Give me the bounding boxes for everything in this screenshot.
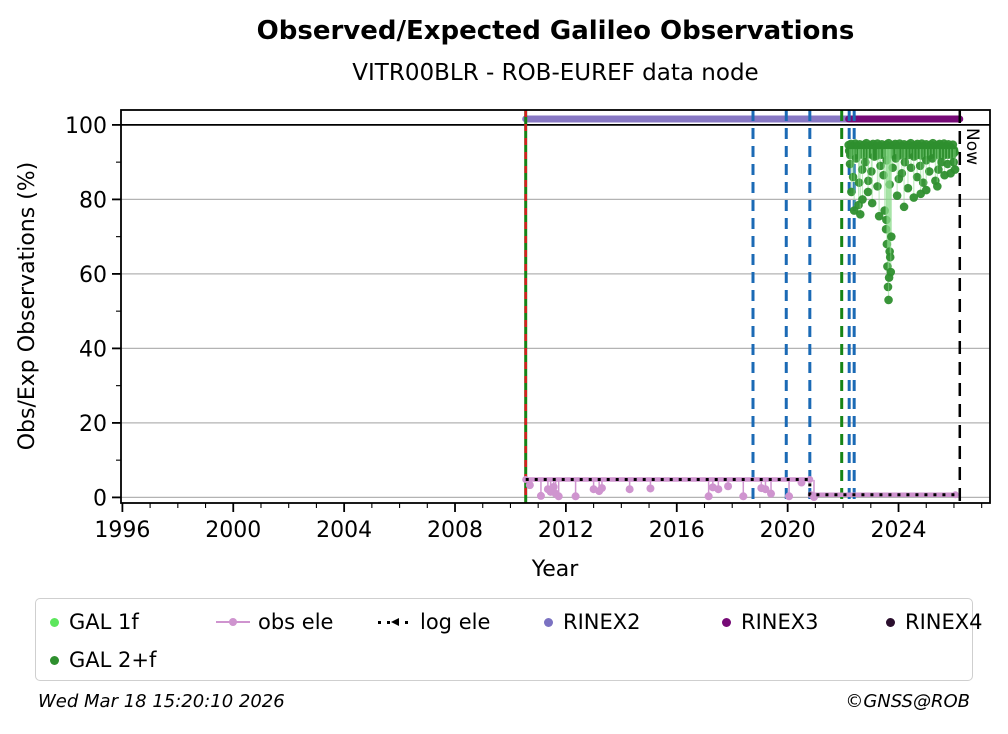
now-annotation: Now xyxy=(962,128,982,165)
y-tick-label: 100 xyxy=(65,114,107,139)
legend-label: RINEX2 xyxy=(563,610,641,634)
legend-label: RINEX4 xyxy=(905,610,983,634)
axis-ticks: 1996 2000 2004 2008 2012 2016 2020 2024 0 20 40 60 8… xyxy=(65,114,983,543)
rinex2-marker-icon xyxy=(544,617,553,627)
legend-item-log-ele: log ele xyxy=(378,607,490,637)
timestamp: Wed Mar 18 15:20:10 2026 xyxy=(38,691,285,712)
legend-item-obs-ele: obs ele xyxy=(216,607,333,637)
y-tick-label: 80 xyxy=(79,188,107,213)
x-tick-label: 1996 xyxy=(94,518,150,543)
log-ele-marker-icon xyxy=(378,617,412,627)
x-tick-label: 2000 xyxy=(205,518,261,543)
plot-area: 1996 2000 2004 2008 2012 2016 2020 2024 0 20 40 60 8… xyxy=(15,109,991,582)
gal-2-f-marker-icon xyxy=(50,655,59,665)
y-tick-label: 20 xyxy=(79,412,107,437)
chart-title: Observed/Expected Galileo Observations xyxy=(256,16,855,46)
rinex3-marker-icon xyxy=(722,617,731,627)
legend-label: GAL 2+f xyxy=(69,648,157,672)
axes-frame xyxy=(120,109,991,504)
y-axis-label: Obs/Exp Observations (%) xyxy=(15,162,40,451)
series-gal-2-f xyxy=(844,138,960,305)
obs-ele-marker-icon xyxy=(216,617,250,627)
y-tick-label: 60 xyxy=(79,263,107,288)
legend-label: log ele xyxy=(420,610,491,634)
legend-item-gal-1f: GAL 1f xyxy=(50,607,139,637)
legend-label: GAL 1f xyxy=(69,610,139,634)
chart-subtitle: VITR00BLR - ROB-EUREF data node xyxy=(352,60,759,86)
legend-item-rinex4: RINEX4 xyxy=(886,607,983,637)
plot-layers: 1996 2000 2004 2008 2012 2016 2020 2024 0 20 40 60 8… xyxy=(65,109,991,543)
y-tick-label: 40 xyxy=(79,337,107,362)
x-tick-label: 2004 xyxy=(316,518,372,543)
x-tick-label: 2012 xyxy=(538,518,594,543)
x-axis-label: Year xyxy=(531,557,580,582)
x-tick-label: 2008 xyxy=(427,518,483,543)
x-tick-label: 2024 xyxy=(871,518,927,543)
copyright: ©GNSS@ROB xyxy=(845,691,970,712)
legend-item-rinex3: RINEX3 xyxy=(722,607,819,637)
x-tick-label: 2020 xyxy=(760,518,816,543)
rinex4-marker-icon xyxy=(886,617,895,627)
legend-item-gal-2-f: GAL 2+f xyxy=(50,645,156,675)
legend-label: RINEX3 xyxy=(741,610,819,634)
x-tick-label: 2016 xyxy=(649,518,705,543)
y-tick-label: 0 xyxy=(93,486,107,511)
legend: GAL 1f obs ele log ele RINEX2 RINEX3 RINEX4 GA… xyxy=(35,598,983,681)
event-lines xyxy=(524,110,856,503)
legend-label: obs ele xyxy=(258,610,334,634)
legend-item-rinex2: RINEX2 xyxy=(544,607,641,637)
gal-1f-marker-icon xyxy=(50,617,59,627)
